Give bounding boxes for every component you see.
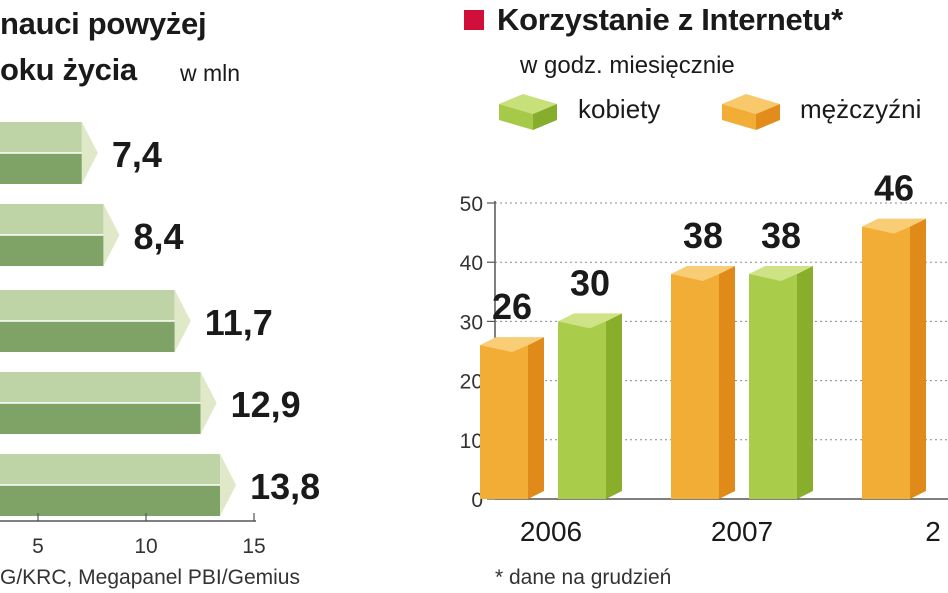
bar-value-label: 30 [570, 262, 610, 303]
bar-end-cap [200, 372, 217, 434]
bar-top-face [558, 313, 622, 329]
y-tick-label: 50 [460, 193, 483, 216]
bar-2 [0, 204, 120, 266]
legend-label-kobiety: kobiety [578, 94, 661, 124]
bar-end-cap [81, 122, 98, 184]
x-tick-label: 5 [32, 535, 44, 558]
y-tick-label: 0 [471, 489, 483, 512]
bar-bottom-face [0, 403, 201, 434]
bar-top-face [671, 266, 735, 282]
bar-top-face [480, 337, 544, 353]
bar-top-face [862, 218, 926, 234]
bar-value-label: 11,7 [205, 302, 273, 343]
bar-end-cap [174, 290, 191, 352]
source-note: G/KRC, Megapanel PBI/Gemius [0, 566, 300, 589]
left-chart-unit: w mln [180, 60, 241, 86]
bar-front-face [480, 345, 528, 499]
bar-front-face [862, 226, 910, 499]
right-bar-chart: 0 10 20 30 40 50 26 30 2006 38 38 2007 46 2 [460, 168, 948, 547]
bar-5 [0, 454, 237, 516]
bar-value-label: 8,4 [133, 216, 183, 257]
bar-side-face [528, 337, 544, 499]
bar-top-face [0, 454, 221, 485]
x-tick-label: 10 [134, 535, 157, 558]
y-tick-label: 30 [460, 311, 483, 334]
left-chart-title-line2: oku życia [0, 52, 137, 87]
bar-front-face [558, 321, 606, 499]
bar-2-mezczyzni [862, 218, 926, 499]
bar-2006-mezczyzni [480, 337, 544, 499]
bar-end-cap [103, 204, 120, 266]
bar-2006-kobiety [558, 313, 622, 499]
bar-1 [0, 122, 98, 184]
bar-bottom-face [0, 321, 175, 352]
x-category-label: 2007 [711, 516, 773, 547]
title-marker-square [464, 10, 484, 30]
y-tick-label: 40 [460, 252, 483, 275]
bar-value-label: 46 [874, 168, 914, 209]
legend-swatch-mezczyzni [722, 94, 780, 130]
bar-2007-kobiety [749, 266, 813, 499]
bar-side-face [797, 266, 813, 499]
bar-bottom-face [0, 153, 82, 184]
right-chart-title: Korzystanie z Internetu* [497, 2, 843, 37]
bar-side-face [719, 266, 735, 499]
right-chart-subtitle: w godz. miesięcznie [520, 52, 735, 79]
y-tick-label: 20 [460, 371, 483, 394]
bar-top-face [0, 204, 104, 235]
bar-value-label: 7,4 [112, 134, 162, 175]
bar-side-face [910, 218, 926, 499]
bar-end-cap [220, 454, 237, 516]
bar-top-face [0, 122, 82, 153]
bar-value-label: 12,9 [231, 384, 301, 425]
left-chart-title-line1: nauci powyżej [0, 6, 207, 41]
bar-3 [0, 290, 191, 352]
x-category-label: 2006 [520, 516, 582, 547]
legend-label-mezczyzni: mężczyźni [800, 94, 922, 124]
bar-4 [0, 372, 217, 434]
bar-side-face [606, 313, 622, 499]
legend-swatch-kobiety [499, 94, 557, 130]
bar-value-label: 38 [683, 215, 723, 256]
bar-top-face [0, 372, 201, 403]
x-tick-label: 15 [242, 535, 265, 558]
bar-front-face [671, 274, 719, 499]
bar-bottom-face [0, 235, 104, 266]
footnote: * dane na grudzień [495, 566, 672, 589]
bar-value-label: 38 [761, 215, 801, 256]
bar-value-label: 13,8 [250, 466, 320, 507]
x-category-label: 2 [925, 516, 941, 547]
bar-top-face [749, 266, 813, 282]
bar-front-face [749, 274, 797, 499]
left-bar-chart: 7,4 8,4 11,7 12,9 13,8 5 10 15 [0, 122, 320, 558]
y-tick-label: 10 [460, 430, 483, 453]
bar-top-face [0, 290, 175, 321]
bar-value-label: 26 [492, 286, 532, 327]
bar-2007-mezczyzni [671, 266, 735, 499]
bar-bottom-face [0, 485, 221, 516]
